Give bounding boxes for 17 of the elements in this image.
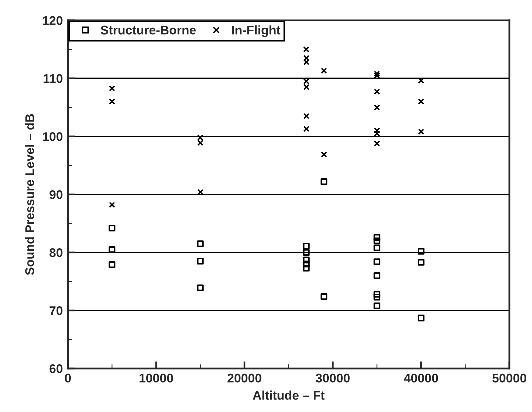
x-tick-label: 30000 <box>316 374 350 383</box>
y-tick-label: 60 <box>50 364 63 374</box>
x-axis-title: Altitude – Ft <box>253 390 325 400</box>
y-tick-label: 80 <box>50 248 63 258</box>
x-tick-label: 50000 <box>492 374 527 383</box>
x-tick-label: 20000 <box>228 374 262 383</box>
x-tick-label: 40000 <box>404 374 438 383</box>
y-axis-title: Sound Pressure Level – dB <box>25 114 34 276</box>
y-tick-label: 70 <box>50 306 63 316</box>
x-tick-label: 10000 <box>140 374 174 383</box>
y-tick-label: 120 <box>43 16 63 26</box>
legend-label: In-Flight <box>232 26 281 38</box>
x-tick-label: 0 <box>65 374 72 383</box>
legend-label: Structure-Borne <box>100 26 196 35</box>
y-tick-label: 110 <box>44 74 63 84</box>
y-tick-label: 90 <box>50 190 63 200</box>
y-tick-label: 100 <box>43 132 63 142</box>
